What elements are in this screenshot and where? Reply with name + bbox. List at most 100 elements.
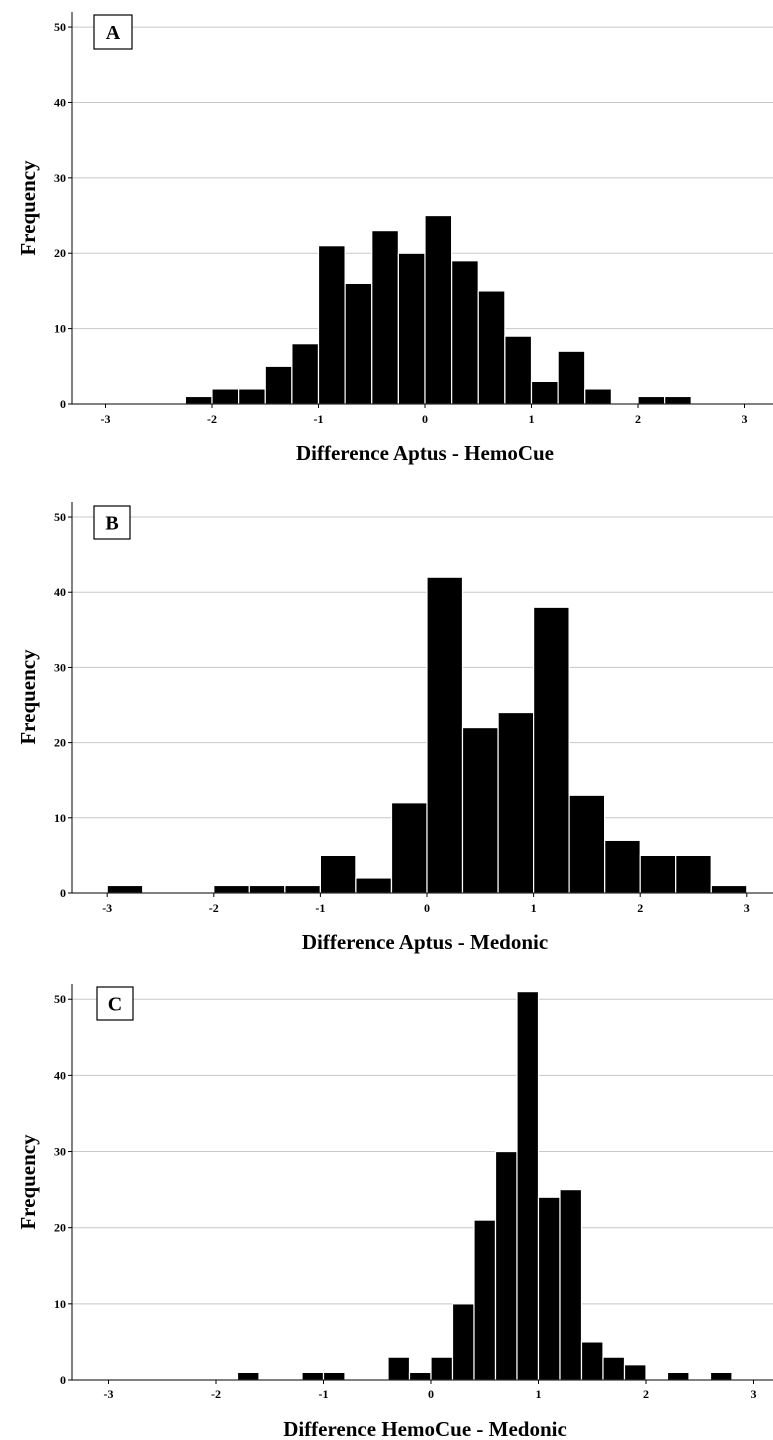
- histogram-bar: [408, 1371, 432, 1381]
- histogram-bar: [397, 252, 426, 405]
- y-tick-label: 40: [54, 585, 66, 599]
- histogram-bar: [532, 606, 570, 894]
- histogram-bar: [248, 884, 286, 894]
- histogram-bar: [580, 1341, 604, 1381]
- histogram-bar: [301, 1371, 325, 1381]
- histogram-bar: [238, 388, 266, 405]
- histogram-bar: [516, 991, 540, 1381]
- x-tick-label: 2: [635, 412, 641, 426]
- x-tick-label: 1: [529, 412, 535, 426]
- histogram-bar: [387, 1356, 411, 1381]
- panel-label-box: [93, 505, 131, 540]
- y-tick-label: 40: [54, 95, 66, 109]
- histogram-bar: [344, 282, 373, 405]
- panel-label-box: [93, 14, 133, 50]
- histogram-bar: [623, 1364, 647, 1381]
- panel-label-text: B: [105, 513, 118, 535]
- histogram-bar: [709, 1371, 733, 1381]
- histogram-bar: [710, 884, 748, 894]
- histogram-bar: [675, 854, 712, 894]
- histogram-bar: [264, 365, 293, 405]
- x-tick-label: -1: [315, 901, 325, 915]
- panel-label: C: [96, 986, 134, 1021]
- panel-label: B: [93, 505, 131, 540]
- y-tick-label: 20: [54, 736, 66, 750]
- x-tick-label: 0: [422, 412, 428, 426]
- y-tick-label: 30: [54, 171, 66, 185]
- histogram-bar: [666, 1371, 690, 1381]
- panel-label-text: A: [106, 22, 121, 44]
- histogram-bar: [424, 214, 453, 405]
- panel-c: 0 10 20 30 40 50 -3 -2 -1 0 1 2 3 Difference HemoCue …: [16, 984, 773, 1440]
- x-tick-label: 0: [428, 1387, 434, 1401]
- histogram-bar: [477, 290, 506, 405]
- histogram-bar: [537, 1196, 561, 1381]
- histogram-bar: [637, 395, 666, 405]
- histogram-bar: [568, 794, 606, 894]
- y-tick-label: 0: [60, 397, 66, 411]
- x-tick-label: -1: [319, 1387, 329, 1401]
- x-tick-label: -3: [102, 901, 112, 915]
- histogram-bar: [604, 839, 641, 894]
- histogram-bar: [284, 884, 321, 894]
- panel-label-box: [96, 986, 134, 1021]
- x-tick-label: -1: [314, 412, 324, 426]
- histogram-bar: [322, 1371, 346, 1381]
- histogram-bar: [639, 854, 677, 894]
- y-tick-label: 50: [54, 20, 66, 34]
- histogram-bar: [317, 245, 346, 405]
- x-axis-title: Difference Aptus - HemoCue: [296, 441, 554, 465]
- x-tick-label: 1: [531, 901, 537, 915]
- y-axis-title: Frequency: [16, 1134, 40, 1230]
- histogram-bar: [451, 260, 479, 405]
- histogram-bar: [530, 380, 559, 405]
- panel-b: 0 10 20 30 40 50 -3 -2 -1 0 1 2 3 Difference Aptus - …: [16, 502, 773, 954]
- panel-a: 0 10 20 30 40 50 -3 -2 -1 0 1 2 3 Difference Aptus - …: [16, 12, 773, 465]
- x-tick-label: 0: [424, 901, 430, 915]
- x-tick-label: -2: [209, 901, 219, 915]
- histogram-bar: [355, 877, 392, 894]
- y-tick-label: 50: [54, 510, 66, 524]
- histogram-bar: [213, 884, 250, 894]
- y-tick-label: 20: [54, 1221, 66, 1235]
- histogram-bar: [390, 802, 428, 894]
- y-tick-label: 0: [60, 1373, 66, 1387]
- y-tick-label: 0: [60, 886, 66, 900]
- x-tick-label: 2: [637, 901, 643, 915]
- histogram-bar: [557, 350, 586, 405]
- x-tick-label: 3: [742, 412, 748, 426]
- histogram-bar: [473, 1219, 497, 1381]
- histogram-bar: [451, 1303, 475, 1381]
- histogram-bar: [319, 854, 357, 894]
- histogram-bar: [371, 230, 399, 405]
- panel-label-text: C: [108, 994, 122, 1016]
- histogram-bar: [106, 884, 144, 894]
- histogram-bar: [184, 395, 213, 405]
- histogram-bar: [584, 388, 612, 405]
- histogram-bar: [430, 1356, 454, 1381]
- histogram-bar: [664, 395, 692, 405]
- y-tick-label: 40: [54, 1068, 66, 1082]
- histogram-bar: [236, 1371, 260, 1381]
- y-tick-label: 10: [54, 322, 66, 336]
- y-tick-label: 20: [54, 246, 66, 260]
- histogram-bar: [504, 335, 533, 405]
- y-tick-label: 30: [54, 660, 66, 674]
- x-tick-label: 3: [751, 1387, 757, 1401]
- histogram-bar: [291, 343, 320, 405]
- x-tick-label: -3: [101, 412, 111, 426]
- y-axis-title: Frequency: [16, 160, 40, 256]
- histogram-bar: [461, 726, 499, 894]
- y-tick-label: 30: [54, 1145, 66, 1159]
- panel-label: A: [93, 14, 133, 50]
- y-tick-label: 10: [54, 1297, 66, 1311]
- y-tick-label: 10: [54, 811, 66, 825]
- histogram-bar: [497, 711, 535, 894]
- x-tick-label: 2: [643, 1387, 649, 1401]
- y-tick-label: 50: [54, 992, 66, 1006]
- x-tick-label: 3: [744, 901, 750, 915]
- histogram-bar: [426, 576, 464, 894]
- x-tick-label: -3: [104, 1387, 114, 1401]
